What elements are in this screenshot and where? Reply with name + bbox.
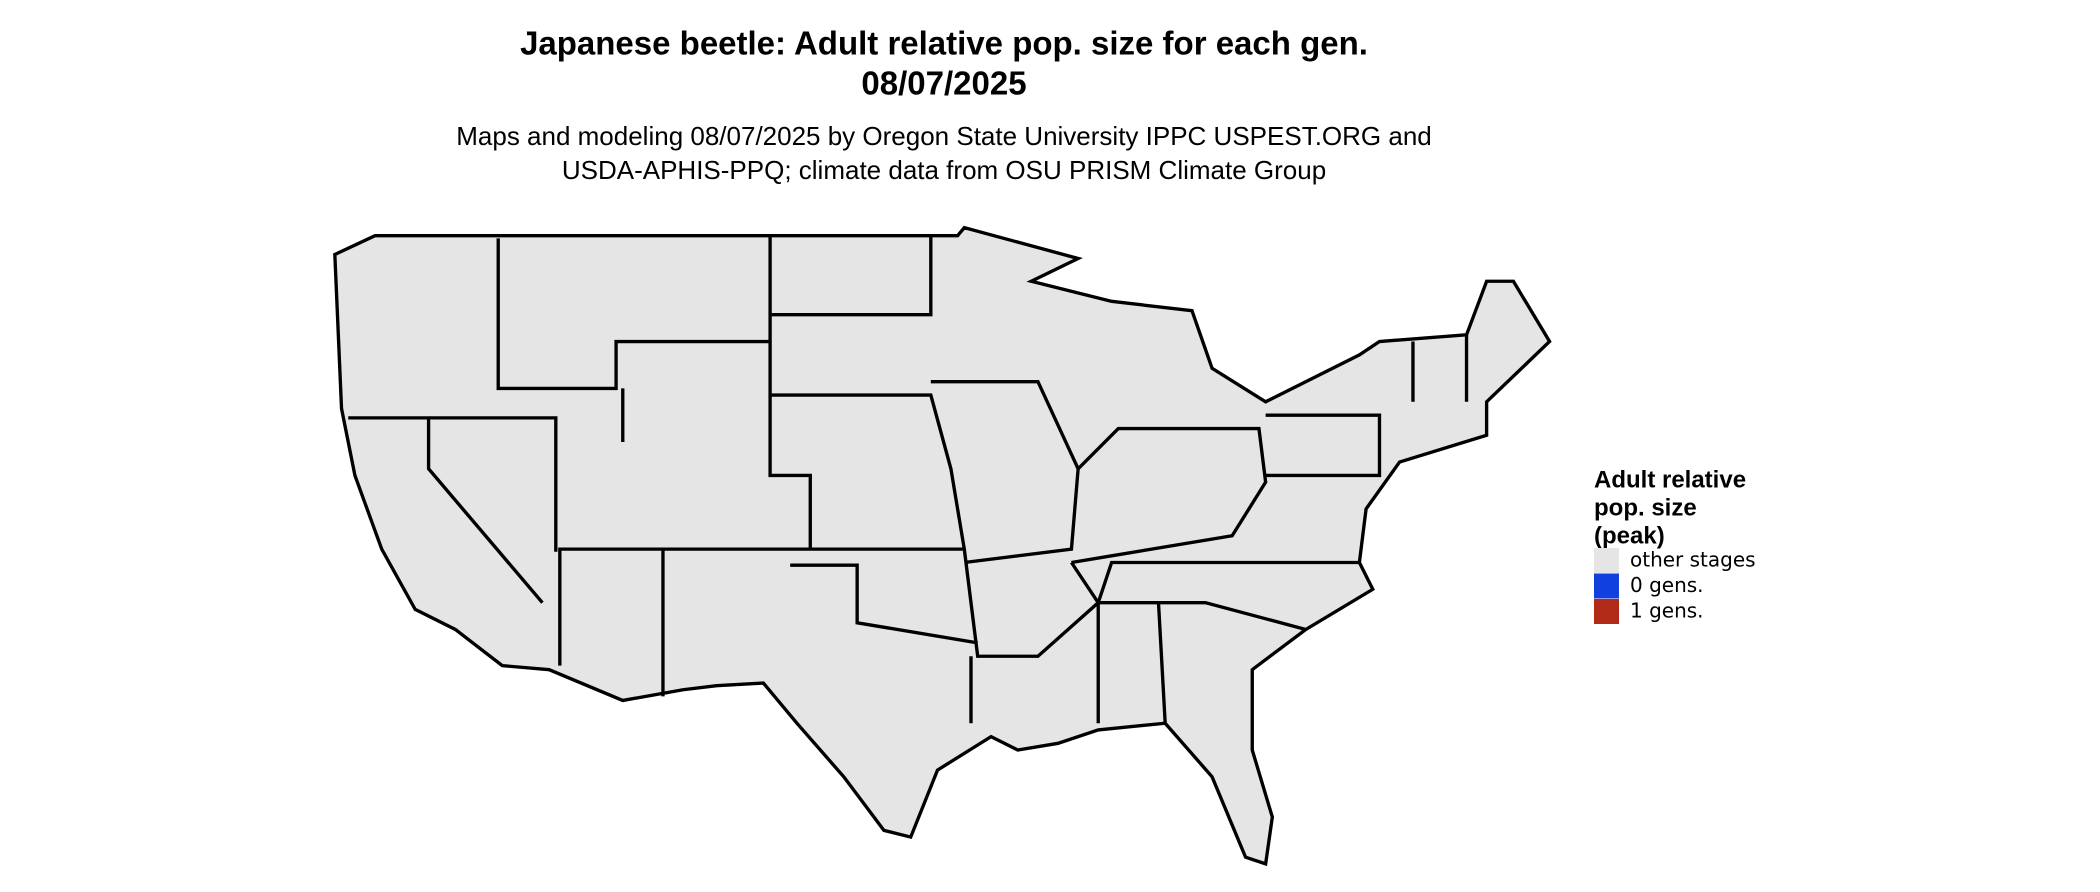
legend-swatch — [1594, 573, 1619, 599]
legend-title: (peak) — [1594, 522, 1665, 549]
subtitle: USDA-APHIS-PPQ; climate data from OSU PR… — [562, 155, 1326, 185]
legend-label: other stages — [1630, 548, 1756, 572]
legend-title: pop. size — [1594, 494, 1697, 521]
legend-label: 0 gens. — [1630, 573, 1704, 597]
legend-swatch — [1594, 548, 1619, 573]
title: Japanese beetle: Adult relative pop. siz… — [520, 25, 1368, 62]
state-borders — [333, 226, 1552, 866]
subtitle: Maps and modeling 08/07/2025 by Oregon S… — [456, 121, 1432, 151]
legend-swatch — [1594, 599, 1619, 624]
legend-title: Adult relative — [1594, 466, 1746, 493]
map — [333, 226, 1552, 866]
title: 08/07/2025 — [861, 65, 1026, 102]
legend-label: 1 gens. — [1630, 599, 1704, 623]
